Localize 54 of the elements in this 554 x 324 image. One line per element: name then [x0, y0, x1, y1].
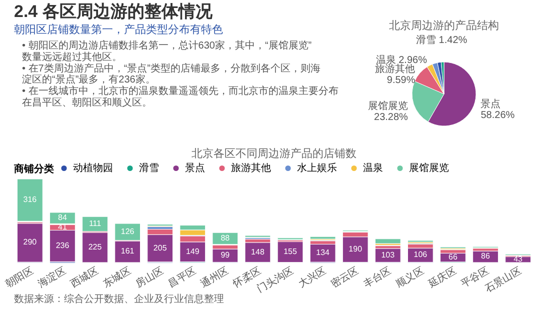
x-tick-label: 通州区 — [198, 264, 231, 290]
data-label: 161 — [120, 246, 135, 256]
data-label: 88 — [220, 233, 230, 242]
x-tick-label: 丰台区 — [361, 264, 394, 290]
legend-label: 动植物园 — [73, 162, 113, 174]
data-label: 236 — [56, 240, 70, 250]
data-label: 126 — [120, 226, 135, 236]
x-tick-label: 海淀区 — [36, 264, 68, 290]
chart-title: 北京周边游的产品结构 — [389, 19, 499, 32]
chart-title: 北京各区不同周边游产品的店铺数 — [192, 147, 356, 160]
data-label: 134 — [316, 248, 330, 258]
data-label: 149 — [186, 246, 200, 256]
source-note: 数据来源：综合公开数据、企业及行业信息整理 — [14, 293, 224, 305]
text: • 朝阳区的周边游店铺数排名第一，总计630家，其中，“展馆展览”数量远远超过其他区。 — [22, 40, 312, 63]
data-label: 99 — [220, 250, 230, 260]
legend-label: 滑雪 — [139, 162, 159, 174]
data-label: 205 — [153, 243, 168, 252]
data-label: 58.26% — [480, 110, 515, 121]
data-label: 155 — [284, 247, 298, 256]
x-tick-label: 东城区 — [101, 264, 134, 290]
x-tick-label: 大兴区 — [296, 264, 328, 290]
x-tick-label: 密云区 — [328, 264, 361, 290]
data-label: 111 — [88, 219, 102, 228]
x-tick-label: 延庆区 — [426, 264, 458, 291]
legend-label: 展馆展览 — [409, 162, 449, 174]
text: 2.4 各区周边游的整体情况 — [14, 2, 214, 21]
text: • 在7类周边游产品中，“景点”类型的店铺最多，分散到各个区，则海淀区的“景点”最多，有236家。 — [22, 62, 321, 86]
data-label: 23.28% — [374, 112, 408, 123]
legend-label: 旅游其他 — [231, 162, 271, 174]
x-tick-label: 昌平区 — [166, 266, 198, 290]
slice-label: 景点 — [480, 98, 501, 110]
x-tick-label: 顺义区 — [394, 264, 426, 290]
data-label: 148 — [251, 247, 265, 256]
x-tick-label: 朝阳区 — [3, 264, 36, 290]
text: • 在一线城市中，北京市的温泉数量遥遥领先，而北京市的温泉主要分布在昌平区、朝阳区和顺义区。 — [22, 85, 338, 108]
text: 朝阳区店铺数量第一，产品类型分布有特色 — [14, 23, 223, 36]
slice-label: 滑雪 1.42% — [416, 34, 468, 46]
data-label: 225 — [88, 242, 102, 252]
data-label: 9.59% — [386, 75, 416, 86]
data-label: 86 — [481, 252, 491, 261]
legend-label: 温泉 — [363, 162, 383, 174]
data-label: 190 — [348, 244, 363, 254]
x-tick-label: 西城区 — [68, 264, 101, 290]
slice-label: 展馆展览 — [368, 100, 408, 112]
legend-title: 商铺分类 — [13, 163, 54, 175]
legend-label: 水上娱乐 — [297, 162, 337, 174]
data-label: 290 — [23, 238, 38, 247]
data-label: 103 — [381, 250, 396, 260]
data-label: 316 — [23, 195, 38, 204]
x-tick-label: 房山区 — [134, 264, 166, 290]
legend-label: 景点 — [185, 162, 205, 174]
data-label: 106 — [414, 250, 428, 260]
data-label: 84 — [58, 213, 68, 222]
data-label: 66 — [448, 252, 458, 262]
